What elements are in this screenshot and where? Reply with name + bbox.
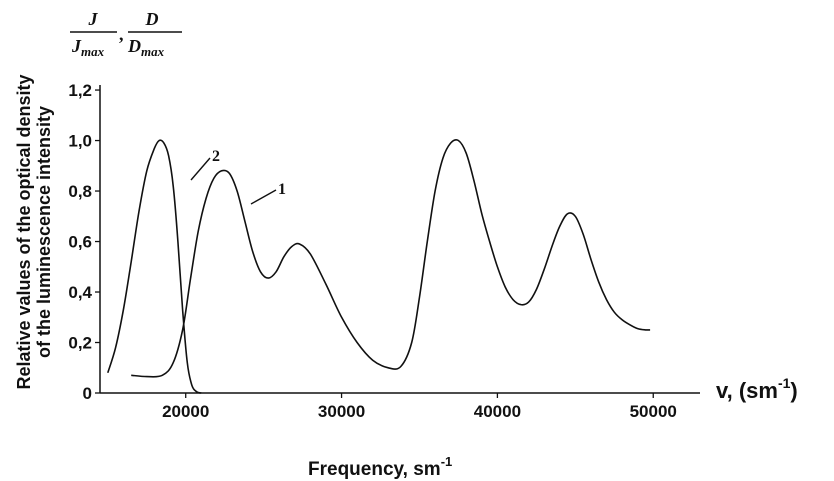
x-axis-title-text: Frequency, sm [308, 459, 441, 480]
fraction-d-denominator-sub: max [141, 44, 165, 59]
annotation-label-2: 2 [212, 148, 220, 165]
y-tick-label: 0 [83, 384, 92, 403]
y-tick-label: 0,4 [68, 283, 92, 302]
y-fraction-labels: J Jmax , D Dmax [70, 9, 182, 59]
annotation-leader-1 [250, 189, 277, 205]
x-tick-label: 20000 [162, 402, 209, 421]
fraction-d-denominator-main: D [127, 36, 141, 56]
x-tick-label: 50000 [630, 402, 677, 421]
fraction-j-denominator-sub: max [81, 44, 105, 59]
annotation-leader-2 [190, 157, 211, 181]
series-line-2 [107, 139, 202, 394]
x-axis-title: Frequency, sm-1 [308, 454, 452, 480]
ticks: 0 0,2 0,4 0,6 0,8 1,0 1,2 20000 30000 40000 50000 [68, 81, 677, 421]
fraction-separator: , [119, 24, 124, 44]
fraction-j-denominator: Jmax [71, 36, 105, 59]
y-tick-label: 0,2 [68, 334, 92, 353]
fraction-j-numerator: J [88, 9, 99, 29]
series-lines [107, 139, 651, 394]
series-line-1 [131, 139, 651, 378]
fraction-j-denominator-main: J [71, 36, 82, 56]
x-tick-label: 40000 [474, 402, 521, 421]
y-tick-label: 1,2 [68, 81, 92, 100]
x-tick-label: 30000 [318, 402, 365, 421]
y-axis-label-line-1: Relative values of the optical density [14, 74, 34, 389]
y-tick-label: 1,0 [68, 132, 92, 151]
annotation-label-1: 1 [278, 181, 286, 198]
y-tick-label: 0,8 [68, 182, 92, 201]
x-unit-label: v, (sm-1) [716, 375, 798, 403]
x-unit-label-sup: -1 [778, 375, 791, 391]
fraction-d-numerator: D [145, 9, 159, 29]
axes [99, 85, 700, 394]
x-unit-label-text: v, (sm [716, 378, 778, 403]
fraction-d-denominator: Dmax [127, 36, 165, 59]
y-axis-label-line-2: of the luminescence intensity [34, 106, 54, 358]
y-tick-label: 0,6 [68, 233, 92, 252]
x-unit-label-close: ) [790, 378, 797, 403]
x-axis-title-sup: -1 [441, 454, 453, 469]
